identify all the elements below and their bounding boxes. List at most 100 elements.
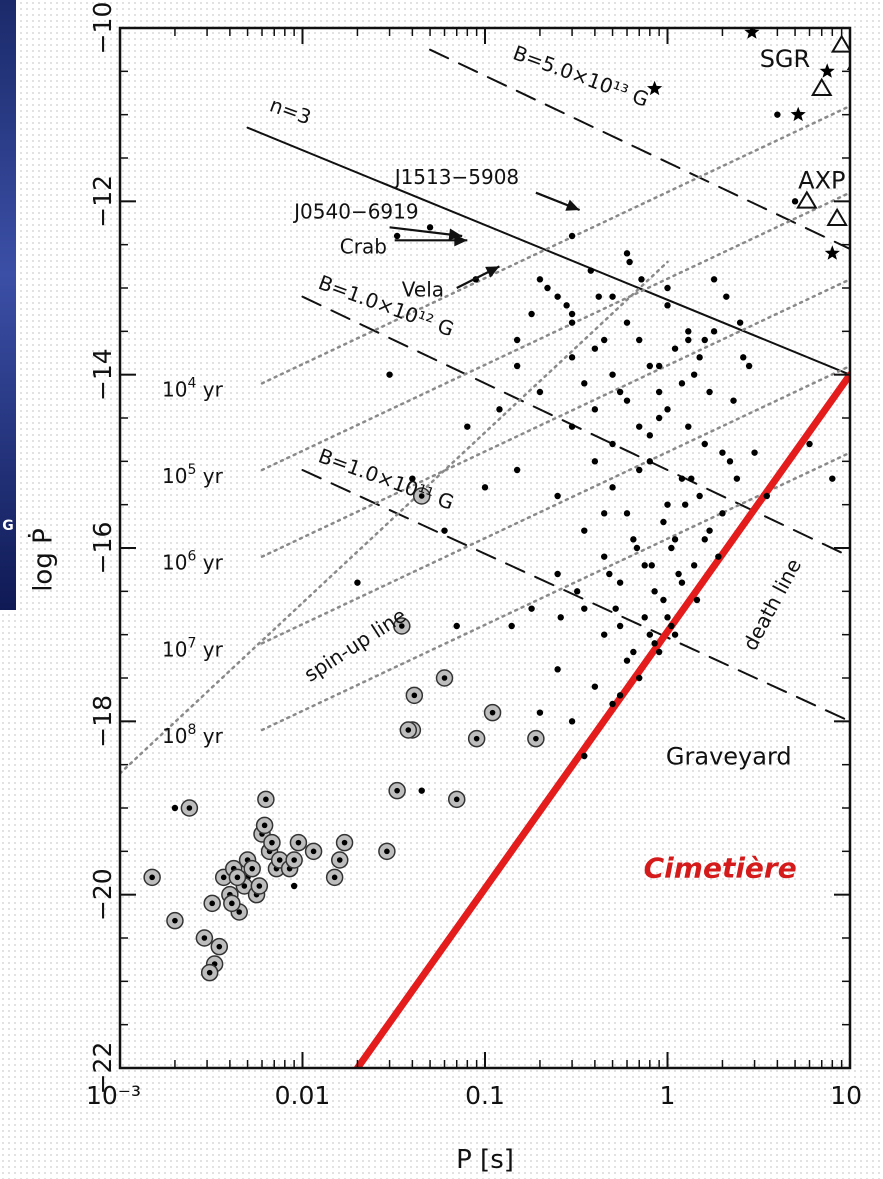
line-age4 — [260, 104, 850, 385]
binary-pulsar-point — [394, 787, 400, 794]
pulsar-point — [745, 362, 753, 370]
pulsar-point — [664, 284, 671, 292]
binary-pulsar-point — [241, 883, 248, 889]
pulsar-point — [568, 319, 576, 326]
axp-triangle — [830, 34, 850, 53]
pulsar-point — [171, 804, 179, 812]
binary-pulsar-point — [261, 822, 268, 829]
pulsar-point — [601, 510, 608, 517]
pulsar-point — [601, 336, 608, 344]
pulsar-point — [685, 336, 692, 344]
binary-pulsar-point — [384, 848, 390, 855]
pulsar-point — [693, 596, 701, 604]
pulsar-point — [655, 414, 663, 422]
line-age6 — [260, 278, 850, 558]
annotation-vela: Vela — [402, 278, 444, 302]
pulsar-point — [554, 293, 561, 300]
arrow-vela-head — [485, 266, 500, 278]
binary-pulsar-point — [216, 943, 223, 950]
pulsar-point — [393, 232, 401, 240]
x-tick-label: 0.01 — [275, 1081, 331, 1110]
pulsar-point — [763, 492, 770, 500]
pulsar-point — [568, 354, 576, 361]
pulsar-point — [453, 622, 460, 630]
x-tick-label: 0.1 — [465, 1081, 505, 1110]
axp-triangle — [826, 207, 848, 226]
pulsar-point — [544, 284, 551, 292]
line-death — [353, 371, 850, 1068]
pulsar-point — [563, 302, 570, 309]
pulsar-point — [668, 544, 675, 552]
pulsar-point — [774, 111, 781, 118]
pulsar-point — [616, 692, 624, 699]
pulsar-point — [612, 605, 619, 612]
x-axis-label: P [s] — [456, 1145, 514, 1175]
annotation-axp: AXP — [798, 166, 845, 194]
pulsar-point — [386, 371, 393, 378]
pulsar-point — [513, 336, 521, 344]
line-spinup — [120, 260, 669, 775]
model-lines — [120, 48, 850, 1068]
annotation-crab: Crab — [340, 234, 387, 258]
pulsar-point — [701, 536, 708, 543]
sgr-star — [647, 80, 663, 96]
sgr-star — [824, 245, 840, 260]
pulsar-point — [513, 466, 521, 474]
pulsar-point — [710, 276, 718, 283]
binary-pulsar-point — [489, 709, 496, 716]
binary-pulsar-point — [533, 735, 539, 742]
pulsar-point — [591, 345, 599, 352]
pulsar-point — [568, 718, 576, 725]
annotation-graveyard: Graveyard — [666, 743, 792, 771]
pulsar-point — [641, 614, 648, 621]
n3-label: n=3 — [267, 92, 315, 129]
pulsar-point — [701, 440, 708, 448]
pulsar-point — [696, 492, 703, 500]
binary-pulsar-point — [418, 493, 425, 499]
y-tick-label: −20 — [88, 868, 117, 921]
pulsar-point — [418, 787, 425, 794]
pulsar-point — [601, 631, 608, 638]
pulsar-point — [623, 657, 631, 664]
age-label: 104 yr — [162, 375, 224, 401]
spinup-label: spin-up line — [300, 603, 411, 687]
pulsar-point — [664, 501, 671, 508]
axp-triangle — [796, 190, 818, 209]
pulsar-point — [671, 345, 679, 352]
pulsar-point — [751, 449, 758, 456]
arrow-j1513-head — [565, 199, 580, 211]
pulsar-point — [655, 362, 663, 370]
binary-pulsar-point — [263, 796, 269, 803]
pulsar-point — [587, 267, 595, 274]
pulsar-point — [616, 388, 624, 396]
binary-pulsar-point — [291, 857, 297, 863]
pulsar-point — [636, 466, 643, 474]
binary-pulsar-point — [201, 935, 208, 941]
binary-pulsar-point — [473, 735, 480, 742]
pulsar-point — [481, 484, 489, 491]
pulsar-point — [554, 492, 561, 500]
pulsar-point — [528, 310, 535, 318]
pulsar-point — [554, 570, 561, 578]
pulsar-point — [591, 458, 599, 465]
pulsar-point — [581, 752, 588, 760]
pulsar-point — [706, 527, 713, 534]
pulsar-point — [690, 562, 698, 569]
death-label: death line — [738, 555, 806, 655]
pulsar-point — [660, 596, 667, 604]
pulsar-point — [733, 475, 741, 482]
slide-edge-strip: G — [0, 0, 16, 610]
pulsar-point — [685, 328, 692, 335]
edge-glyph: G — [2, 518, 14, 534]
binary-pulsar-point — [256, 883, 263, 889]
sgr-star — [744, 28, 760, 39]
binary-pulsar-point — [341, 839, 348, 846]
pulsar-point — [568, 423, 576, 430]
pulsar-point — [581, 605, 588, 612]
pulsar-point — [290, 882, 298, 890]
binary-pulsar-point — [276, 857, 283, 863]
annotation-cimetiere: Cimetière — [644, 851, 797, 884]
pulsar-point — [464, 423, 471, 430]
binary-pulsar-point — [441, 675, 448, 681]
